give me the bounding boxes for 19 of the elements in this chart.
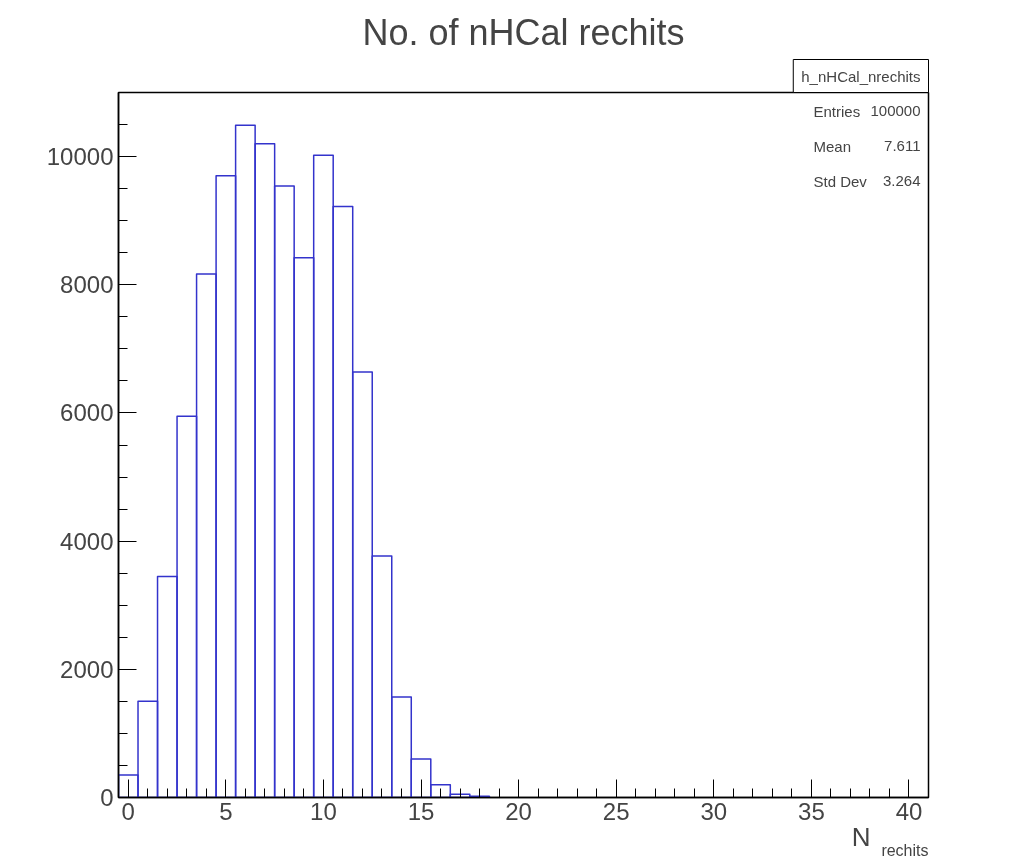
x-tick-label: 10 [310,797,337,825]
x-tick-label: 35 [798,797,825,825]
x-tick-label: 40 [895,797,923,825]
annotation: Entries 100000 [813,102,921,120]
x-tick-label: 5 [219,797,233,825]
y-tick-label: 6000 [60,399,114,427]
x-tick-label: 15 [407,797,435,825]
y-tick-label: 2000 [60,655,114,683]
x-tick-label: 25 [602,797,630,825]
x-tick-label: 20 [505,797,532,825]
x-tick-label: 30 [700,797,728,825]
y-tick-label: 10000 [46,143,114,171]
y-tick-label: 8000 [60,271,114,299]
y-tick-label: 4000 [60,527,114,555]
text: h_nHCal_nrechits [801,67,921,85]
text: Mean 7.611 [813,137,921,155]
x-tick-label: 0 [121,797,135,825]
chart-title: No. of nHCal rechits [362,11,685,53]
annotation: Std Dev 3.264 [813,172,921,190]
